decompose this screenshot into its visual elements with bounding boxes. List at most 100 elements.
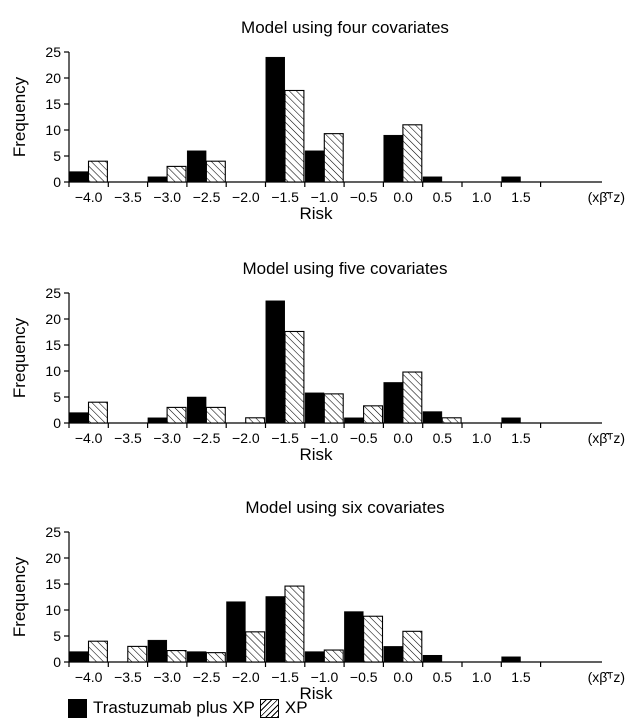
x-tick-label: −0.5 — [350, 189, 378, 205]
bar-trastuzumab-plus-xp — [69, 651, 89, 663]
bar-xp — [87, 160, 108, 183]
x-tick-label: −2.5 — [193, 430, 221, 446]
x-tick-label: 0.5 — [433, 430, 453, 446]
chart-title: Model using four covariates — [241, 18, 449, 37]
x-tick-label: −3.5 — [114, 430, 142, 446]
bar-trastuzumab-plus-xp — [383, 134, 403, 183]
x-tick-label: −1.5 — [271, 189, 299, 205]
bar-trastuzumab-plus-xp — [501, 176, 521, 183]
y-tick-label: 15 — [45, 576, 61, 592]
chart-panel-2: Model using five covariates 0 5 10 15 20 25 Fre… — [10, 259, 625, 464]
bar-trastuzumab-plus-xp — [501, 656, 521, 663]
x-tick-label: −1.5 — [271, 669, 299, 685]
bar-xp — [284, 585, 305, 663]
bar-xp — [323, 133, 344, 183]
bar-xp — [402, 124, 423, 183]
bar-trastuzumab-plus-xp — [344, 611, 364, 663]
x-axis-unit: (xβ̂ᵀz) — [588, 189, 625, 205]
x-axis-label: Risk — [299, 204, 333, 223]
bar-xp — [363, 615, 384, 663]
x-tick-label: −3.5 — [114, 669, 142, 685]
bar-trastuzumab-plus-xp — [147, 417, 168, 424]
legend-swatch-xp — [259, 698, 279, 718]
bar-trastuzumab-plus-xp — [147, 639, 168, 663]
bar-trastuzumab-plus-xp — [69, 171, 89, 183]
bar-trastuzumab-plus-xp — [304, 150, 325, 183]
y-tick-label: 5 — [53, 628, 61, 644]
bar-xp — [127, 645, 148, 663]
bar-xp — [284, 330, 305, 424]
legend: Trastuzumab plus XP XP — [68, 697, 308, 719]
bar-trastuzumab-plus-xp — [344, 417, 364, 424]
x-axis-unit: (xβ̂ᵀz) — [588, 669, 625, 685]
bar-xp — [245, 631, 266, 663]
x-tick-label: −1.0 — [311, 669, 339, 685]
x-tick-label: −2.0 — [232, 189, 260, 205]
y-tick-label: 5 — [53, 389, 61, 405]
x-tick-label: −0.5 — [350, 669, 378, 685]
x-tick-label: −2.5 — [193, 189, 221, 205]
x-tick-label: 0.5 — [433, 189, 453, 205]
bar-trastuzumab-plus-xp — [186, 396, 207, 424]
x-tick-label: −2.0 — [232, 430, 260, 446]
bar-xp — [402, 371, 423, 424]
bar-xp — [166, 650, 187, 663]
x-tick-label: −4.0 — [75, 430, 103, 446]
bar-trastuzumab-plus-xp — [383, 382, 403, 424]
bar-xp — [205, 652, 226, 663]
bar-xp — [441, 417, 462, 424]
y-tick-label: 25 — [45, 524, 61, 540]
y-tick-label: 20 — [45, 550, 61, 566]
bar-trastuzumab-plus-xp — [226, 601, 246, 663]
x-axis-label: Risk — [299, 684, 333, 703]
chart-title: Model using five covariates — [242, 259, 447, 278]
y-tick-label: 5 — [53, 148, 61, 164]
chart-title: Model using six covariates — [245, 498, 444, 517]
bar-xp — [205, 406, 226, 424]
y-tick-label: 20 — [45, 70, 61, 86]
x-tick-label: −4.0 — [75, 669, 103, 685]
x-tick-label: 0.5 — [433, 669, 453, 685]
bar-trastuzumab-plus-xp — [265, 300, 285, 424]
bar-xp — [87, 401, 108, 424]
y-axis-label: Frequency — [10, 76, 29, 157]
bar-trastuzumab-plus-xp — [422, 654, 443, 663]
bar-xp — [87, 640, 108, 663]
x-tick-label: −2.0 — [232, 669, 260, 685]
x-tick-label: 0.0 — [393, 430, 413, 446]
x-tick-label: 1.5 — [511, 189, 531, 205]
x-tick-label: −1.0 — [311, 430, 339, 446]
bar-xp — [363, 405, 384, 424]
y-tick-label: 10 — [45, 602, 61, 618]
x-tick-label: −3.0 — [153, 669, 181, 685]
x-tick-label: 1.0 — [472, 189, 492, 205]
x-tick-label: −4.0 — [75, 189, 103, 205]
y-tick-label: 0 — [53, 654, 61, 670]
y-tick-label: 25 — [45, 285, 61, 301]
x-axis-unit: (xβ̂ᵀz) — [588, 430, 625, 446]
bar-xp — [323, 649, 344, 663]
bar-xp — [402, 630, 423, 663]
bar-xp — [323, 393, 344, 424]
x-tick-label: −1.5 — [271, 430, 299, 446]
bar-trastuzumab-plus-xp — [147, 176, 168, 183]
bar-trastuzumab-plus-xp — [304, 392, 325, 424]
y-axis-label: Frequency — [10, 317, 29, 398]
y-tick-label: 15 — [45, 337, 61, 353]
x-axis-label: Risk — [299, 445, 333, 464]
bar-trastuzumab-plus-xp — [69, 412, 89, 424]
y-tick-label: 20 — [45, 311, 61, 327]
chart-panel-1: Model using four covariates 0 5 10 15 20 25 Fre… — [10, 18, 625, 223]
x-tick-label: −3.5 — [114, 189, 142, 205]
bar-trastuzumab-plus-xp — [265, 56, 285, 183]
bar-trastuzumab-plus-xp — [304, 651, 325, 663]
bar-trastuzumab-plus-xp — [422, 176, 443, 183]
chart-panel-3: Model using six covariates 0 5 10 15 20 25 Freq… — [10, 498, 625, 703]
bar-xp — [205, 160, 226, 183]
bar-trastuzumab-plus-xp — [501, 417, 521, 424]
x-tick-label: 1.0 — [472, 669, 492, 685]
x-tick-label: −1.0 — [311, 189, 339, 205]
legend-label-xp: XP — [284, 698, 308, 717]
y-tick-label: 25 — [45, 44, 61, 60]
